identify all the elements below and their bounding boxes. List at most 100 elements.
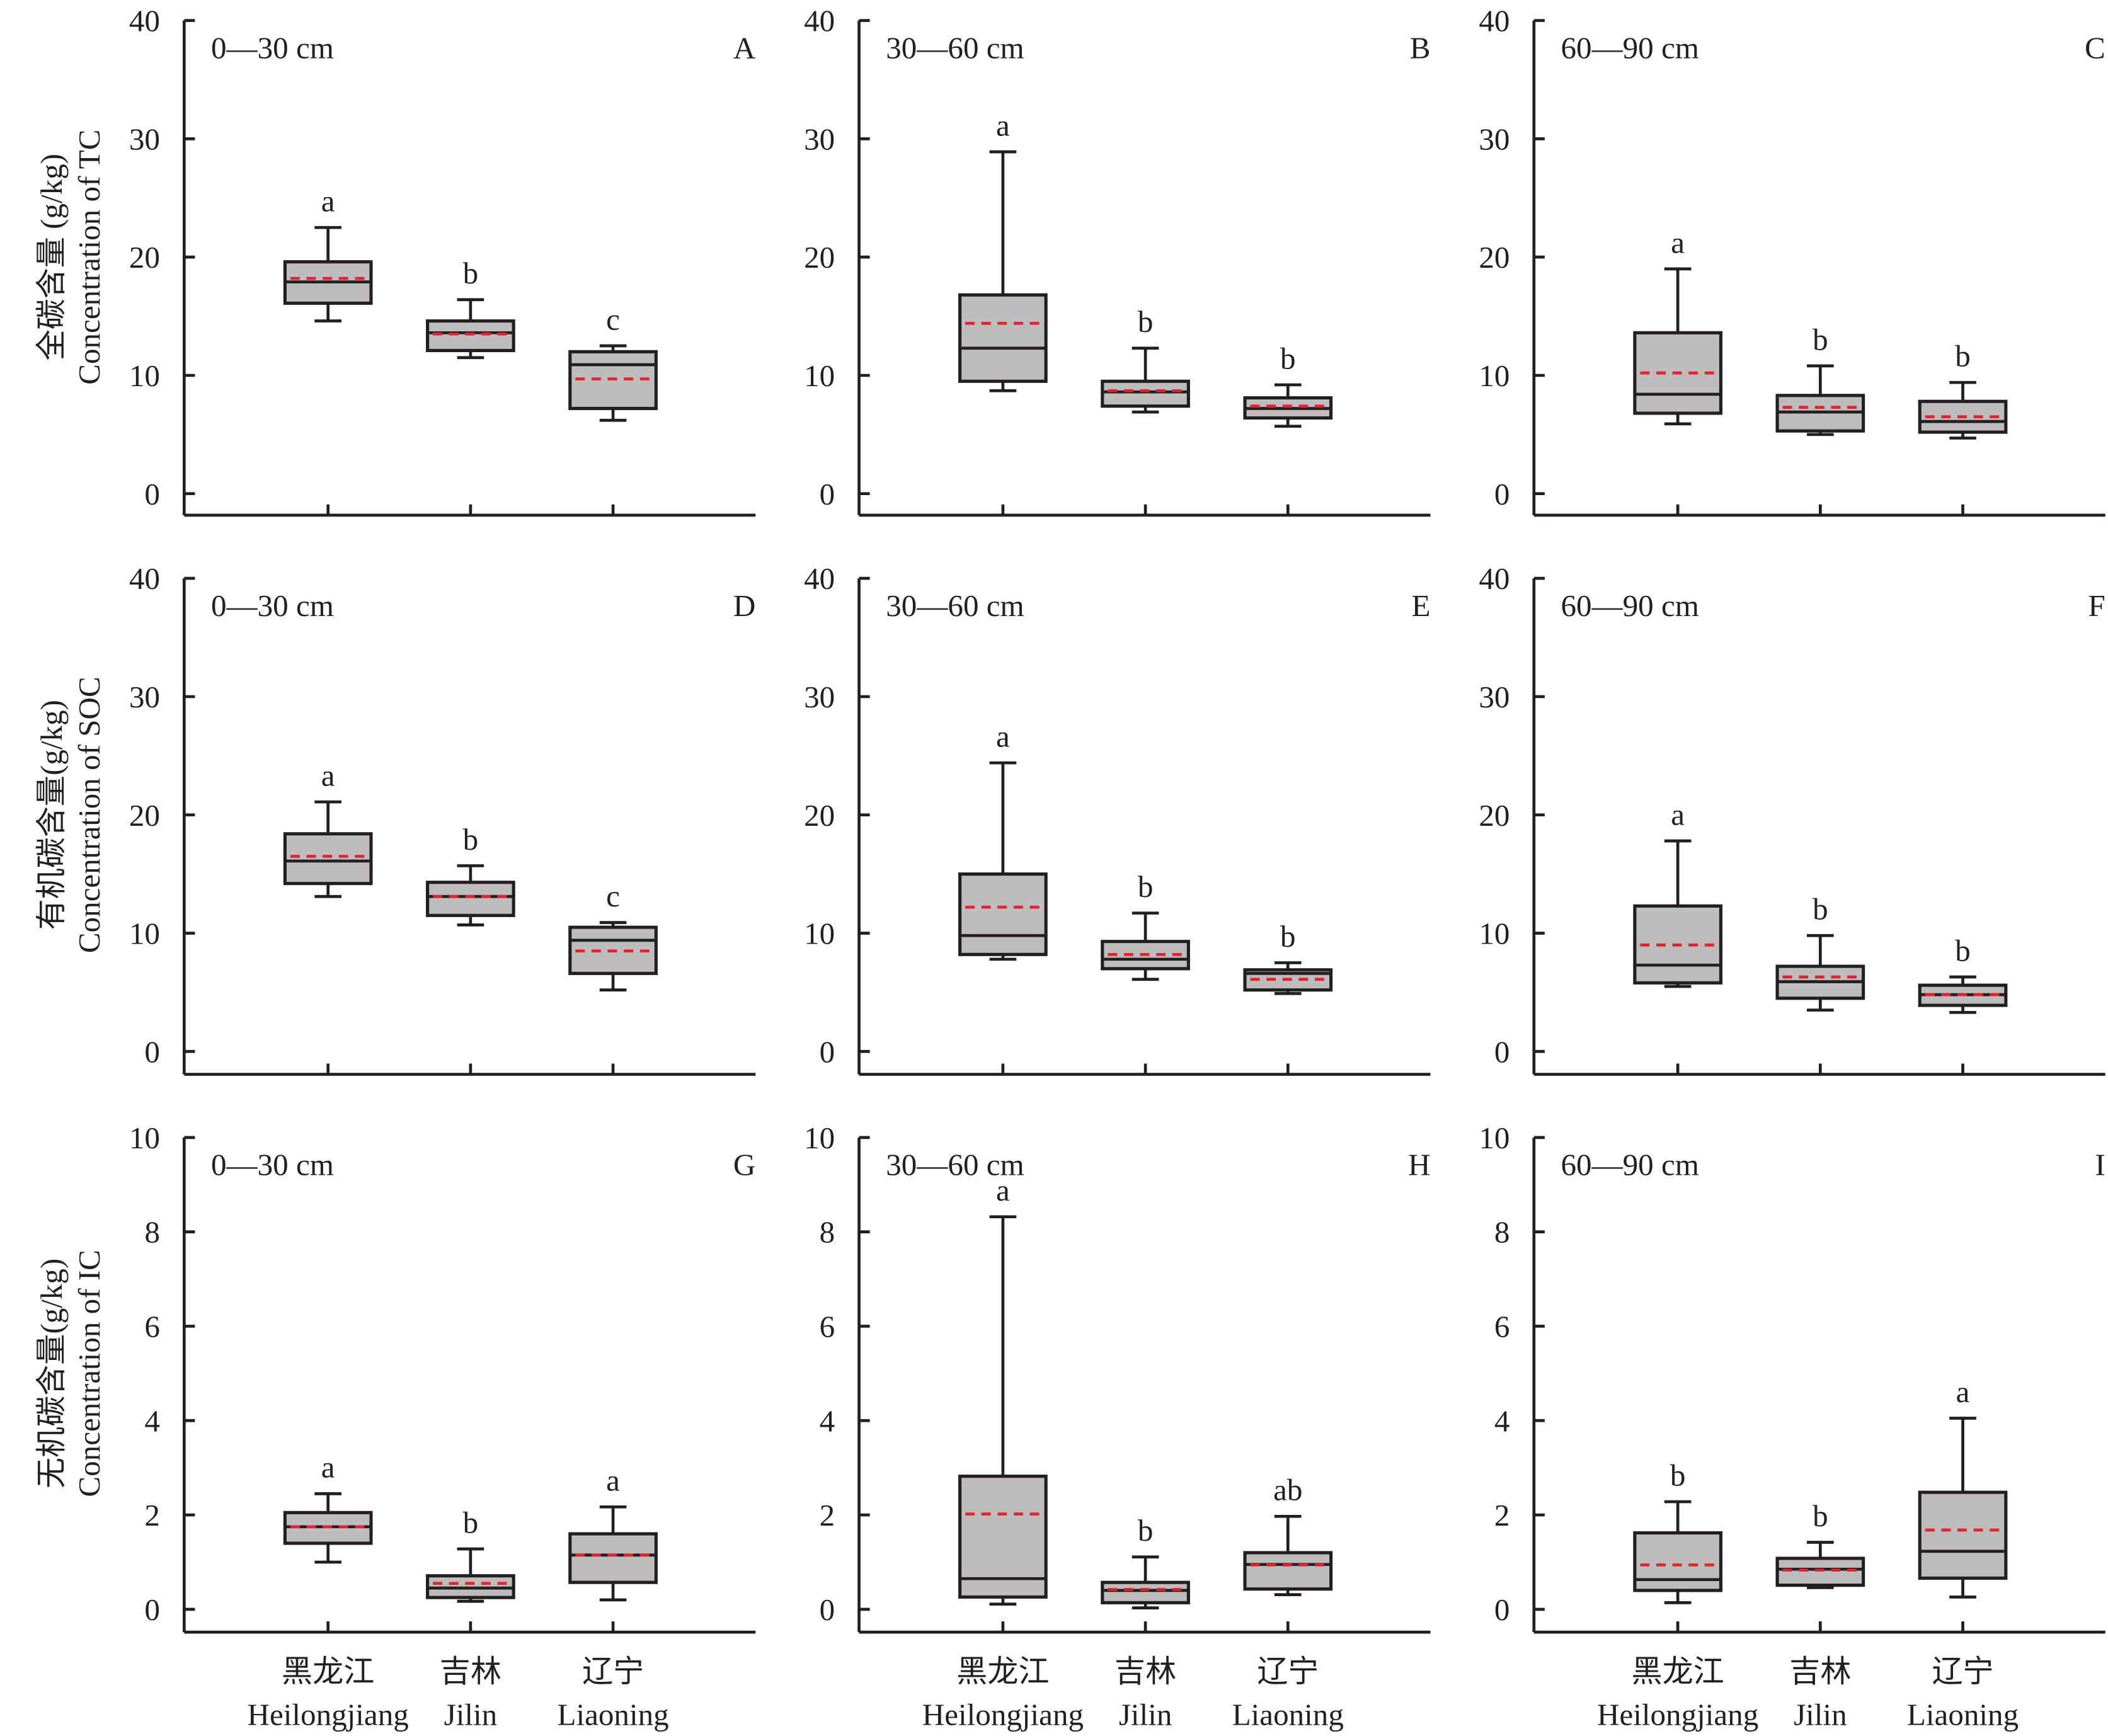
significance-letter: b [1670,1458,1686,1492]
box-liaoning: a 辽宁 Liaoning [557,1463,668,1732]
box-jilin: b [426,822,515,1075]
y-tick-label: 2 [144,1498,160,1533]
box-jilin: b 吉林 Jilin [1775,1499,1865,1732]
x-label-zh: 吉林 [1789,1654,1851,1689]
significance-letter: a [1671,797,1685,831]
y-label-en: Concentration of TC [72,129,106,384]
box-heilongjiang: a [958,108,1048,515]
y-tick-label: 20 [804,798,835,833]
y-tick-label: 10 [129,358,160,393]
x-label-zh: 黑龙江 [282,1654,374,1689]
y-tick-label: 20 [804,240,835,275]
y-tick-label: 0 [1494,1592,1510,1627]
iqr-box [568,1532,658,1584]
y-tick-label: 10 [129,917,160,951]
significance-letter: a [606,1463,620,1498]
box-heilongjiang: b 黑龙江 Heilongjiang [1597,1458,1758,1732]
panel-C: 0 10 20 30 40 60—90 cm Ca b b [1479,4,2105,517]
x-label-en: Liaoning [557,1697,668,1732]
iqr-box [426,881,515,917]
y-tick-label: 30 [129,122,160,156]
box-heilongjiang: a [283,184,373,515]
depth-label: 0—30 cm [211,588,334,623]
x-label-en: Jilin [444,1697,498,1732]
y-label-zh: 无机碳含量(g/kg) [34,1259,69,1488]
y-tick-label: 10 [804,917,835,951]
box-liaoning: c [568,302,658,515]
depth-label: 60—90 cm [1561,30,1698,65]
panel-letter: C [2085,30,2105,65]
y-tick-label: 10 [804,1121,835,1155]
box-jilin: b [1101,304,1190,515]
y-tick-label: 30 [804,680,835,714]
y-axis-label-2: 无机碳含量(g/kg) Concentration of IC [34,1250,106,1497]
y-tick-label: 6 [144,1310,160,1344]
iqr-box [958,293,1048,383]
y-tick-label: 2 [820,1498,835,1533]
y-tick-label: 8 [820,1215,835,1250]
y-tick-label: 0 [144,1592,160,1627]
y-tick-label: 30 [804,122,835,156]
significance-letter: b [1955,933,1971,968]
significance-letter: a [996,1173,1010,1208]
y-tick-label: 6 [820,1310,835,1344]
box-jilin: b 吉林 Jilin [1101,1513,1190,1732]
box-heilongjiang: a [958,719,1048,1075]
y-tick-label: 40 [1479,4,1509,38]
y-label-en: Concentration of SOC [72,677,106,953]
y-tick-label: 10 [1479,1121,1509,1155]
iqr-box [1775,1556,1865,1587]
panel-D: 0 10 20 30 40 0—30 cm Da b c [129,561,756,1076]
panel-H: 0 2 4 6 8 10 30—60 cm Ha 黑龙江 Heilongjiang b 吉林 Jilin… [804,1121,1431,1732]
iqr-box [1101,1580,1190,1604]
y-tick-label: 0 [820,1592,835,1627]
iqr-box [283,832,373,886]
box-liaoning: b [1243,919,1333,1075]
y-tick-label: 4 [820,1403,835,1438]
y-label-zh: 有机碳含量(g/kg) [34,700,69,930]
x-label-en: Heilongjiang [248,1697,409,1732]
y-tick-label: 8 [1494,1215,1510,1250]
significance-letter: a [996,108,1010,142]
y-tick-label: 8 [144,1215,160,1250]
significance-letter: b [1138,304,1154,339]
y-tick-label: 4 [1494,1403,1510,1438]
x-label-en: Liaoning [1232,1697,1344,1732]
iqr-box [426,319,515,353]
significance-letter: a [321,758,335,792]
iqr-box [958,1475,1048,1599]
box-heilongjiang: a [1633,225,1722,515]
panel-letter: G [733,1148,755,1182]
y-tick-label: 20 [1479,240,1509,275]
y-tick-label: 0 [820,1034,835,1069]
y-tick-label: 0 [144,1034,160,1069]
x-label-zh: 吉林 [440,1654,501,1689]
y-tick-label: 0 [820,477,835,511]
y-tick-label: 30 [1479,122,1509,156]
significance-letter: a [1956,1374,1970,1409]
y-axis-label-1: 有机碳含量(g/kg) Concentration of SOC [34,677,106,953]
significance-letter: b [1813,892,1828,927]
x-label-zh: 辽宁 [582,1654,644,1689]
depth-label: 60—90 cm [1561,1148,1698,1182]
y-tick-label: 10 [804,358,835,393]
depth-label: 30—60 cm [886,1148,1024,1182]
iqr-box [958,872,1048,956]
significance-letter: a [1671,225,1685,260]
y-tick-label: 2 [1494,1498,1510,1533]
y-tick-label: 40 [804,561,835,596]
box-heilongjiang: a [283,758,373,1075]
y-tick-label: 40 [129,561,160,596]
significance-letter: b [463,256,479,290]
box-jilin: b [1775,322,1865,515]
x-label-zh: 黑龙江 [956,1654,1049,1689]
y-tick-label: 10 [1479,358,1509,393]
iqr-box [1633,1531,1722,1592]
box-heilongjiang: a 黑龙江 Heilongjiang [922,1173,1084,1732]
significance-letter: b [1280,919,1296,954]
y-tick-label: 0 [144,477,160,511]
y-tick-label: 10 [1479,917,1509,951]
box-jilin: b [1775,892,1865,1075]
